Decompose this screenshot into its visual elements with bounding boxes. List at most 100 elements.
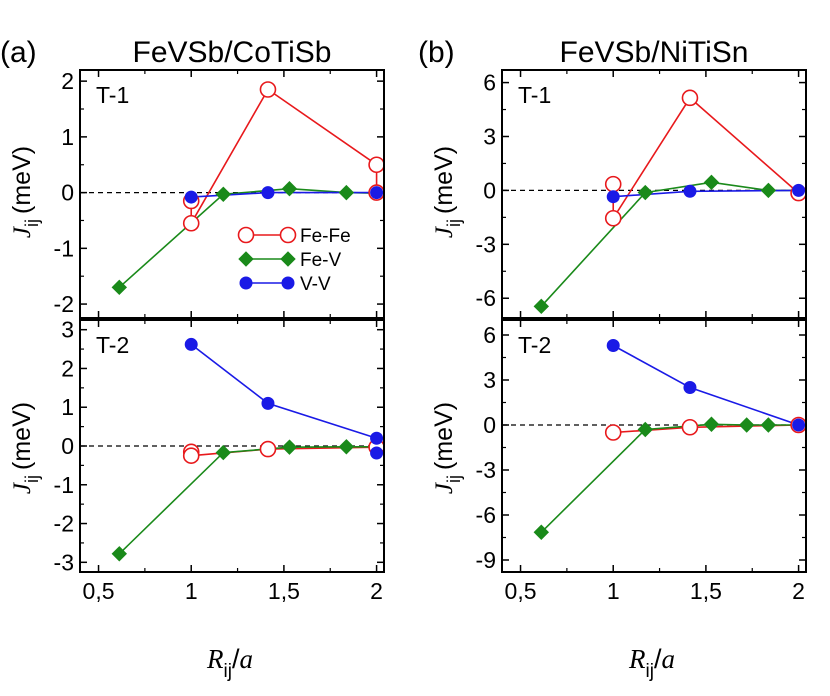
plot-b-t-1: -6 -3 0 3 6 T-1 <box>476 69 807 319</box>
plot-frame <box>79 69 385 319</box>
data-point-v-v <box>683 184 697 198</box>
data-point-fe-v <box>703 174 720 191</box>
data-point-v-v <box>683 381 697 394</box>
y-tick-label: 3 <box>483 367 496 393</box>
legend-marker-v-v <box>239 276 253 290</box>
legend-label-fe-v: Fe-V <box>300 250 342 271</box>
title-left: FeVSb/CoTiSb <box>133 36 332 69</box>
x-label-slash: / <box>654 644 662 674</box>
x-tick-label: 0,5 <box>83 578 115 604</box>
y-axis-label-a-bottom: Jij (meV) <box>8 402 42 494</box>
legend-label-v-v: V-V <box>300 274 331 295</box>
svg-text:Jij(meV): Jij (meV) <box>430 402 464 494</box>
data-point-v-v <box>261 396 275 410</box>
y-tick-label: -2 <box>54 511 74 537</box>
y-label-symbol: J <box>9 481 36 494</box>
legend-label-fe-fe: Fe-Fe <box>300 226 351 247</box>
panels-group: -2 -1 0 1 2 T-1 Fe-Fe Fe-V V-V -3 -2 -1 0 1 2 3 0,5 1 1,5 2… <box>54 68 807 604</box>
panel-label-b: (b) <box>418 36 455 69</box>
y-tick-label: -3 <box>54 549 74 575</box>
y-label-unit: (meV) <box>430 402 458 470</box>
y-tick-label: 1 <box>61 124 74 150</box>
svg-text:Rij/a: Rij/a <box>628 644 675 682</box>
data-point-fe-v <box>215 186 231 202</box>
y-tick-label: 3 <box>61 317 74 343</box>
svg-text:Rij/a: Rij/a <box>206 644 253 682</box>
data-point-fe-v <box>760 417 777 433</box>
y-tick-label: 2 <box>61 355 74 381</box>
y-tick-label: 1 <box>61 394 74 420</box>
y-tick-label: 0 <box>483 177 496 203</box>
y-tick-label: -6 <box>476 285 496 311</box>
y-label-unit: (meV) <box>8 402 36 470</box>
x-label-slash: / <box>232 644 240 674</box>
data-point-fe-v <box>533 524 550 540</box>
x-axis-label-left: Rij/a <box>206 644 253 682</box>
data-point-v-v <box>792 418 806 432</box>
x-label-symbol: R <box>206 644 224 674</box>
data-point-fe-v <box>111 279 128 296</box>
y-tick-label: -6 <box>476 502 496 528</box>
svg-text:Jij(meV): Jij (meV) <box>8 402 42 494</box>
y-tick-label: -2 <box>54 291 74 317</box>
y-tick-label: -3 <box>476 457 496 483</box>
data-point-v-v <box>792 183 806 197</box>
data-point-fe-v <box>281 180 298 197</box>
legend-marker-fe-v <box>280 251 296 267</box>
y-tick-label: 3 <box>483 123 496 149</box>
data-point-fe-fe <box>259 81 277 98</box>
svg-text:Jij(meV): Jij (meV) <box>430 146 464 238</box>
panel-inner-label: T-1 <box>518 82 551 108</box>
y-tick-label: 6 <box>483 322 496 348</box>
data-point-fe-fe <box>182 214 200 232</box>
x-label-subscript: ij <box>224 661 232 682</box>
data-point-fe-fe <box>604 209 622 227</box>
y-tick-label: 2 <box>61 68 74 94</box>
y-tick-label: 6 <box>483 70 496 96</box>
x-axis-label-right: Rij/a <box>628 644 675 682</box>
data-point-fe-fe <box>681 89 699 107</box>
x-label-denominator: a <box>239 644 253 674</box>
y-label-unit: (meV) <box>8 146 36 214</box>
title-right: FeVSb/NiTiSn <box>560 36 749 69</box>
panel-inner-label: T-2 <box>518 332 551 358</box>
legend-marker-fe-v <box>238 251 254 267</box>
y-label-subscript: ij <box>22 219 42 227</box>
y-label-subscript: ij <box>444 219 464 227</box>
data-point-v-v <box>370 186 384 200</box>
panel-inner-label: T-1 <box>96 82 129 108</box>
plot-a-t-1: -2 -1 0 1 2 T-1 Fe-Fe Fe-V V-V <box>54 68 385 319</box>
data-point-v-v <box>370 446 384 460</box>
series-line-fe-v <box>540 181 799 307</box>
data-point-fe-v <box>111 546 128 562</box>
legend-marker-fe-fe <box>237 226 255 244</box>
x-label-denominator: a <box>661 644 675 674</box>
y-label-symbol: J <box>431 225 458 238</box>
data-point-v-v <box>370 431 384 445</box>
plot-a-t-2: -3 -2 -1 0 1 2 3 0,5 1 1,5 2 T-2 <box>54 317 385 604</box>
y-tick-label: -9 <box>476 547 496 573</box>
series-line-fe-fe <box>190 88 378 224</box>
panel-label-a: (a) <box>0 36 37 69</box>
y-tick-label: -3 <box>476 231 496 257</box>
x-tick-label: 1 <box>185 578 198 604</box>
data-point-fe-v <box>703 416 720 432</box>
legend-marker-v-v <box>281 276 295 290</box>
data-point-fe-v <box>637 421 653 438</box>
plot-b-t-2: -9 -6 -3 0 3 6 0,5 1 1,5 2 T-2 <box>476 319 807 604</box>
plot-frame <box>501 69 807 319</box>
y-axis-label-b-bottom: Jij (meV) <box>430 402 464 494</box>
data-point-fe-fe <box>368 156 385 174</box>
x-tick-label: 2 <box>792 578 805 604</box>
y-label-subscript: ij <box>444 475 464 483</box>
data-point-fe-v <box>533 298 550 315</box>
data-point-fe-v <box>760 182 777 199</box>
data-point-v-v <box>606 339 620 352</box>
svg-text:Jij(meV): Jij (meV) <box>8 146 42 238</box>
plot-frame <box>79 319 385 573</box>
data-point-fe-fe <box>182 447 200 464</box>
y-label-unit: (meV) <box>430 146 458 214</box>
data-point-fe-v <box>338 439 355 455</box>
series-layer <box>118 343 378 555</box>
y-label-subscript: ij <box>22 475 42 483</box>
